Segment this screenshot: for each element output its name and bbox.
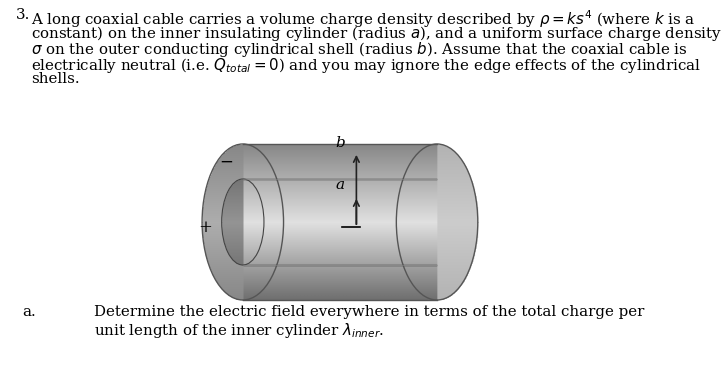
Text: b: b: [335, 136, 344, 150]
Text: shells.: shells.: [31, 72, 80, 86]
Text: unit length of the inner cylinder $\lambda_{inner}$.: unit length of the inner cylinder $\lamb…: [94, 321, 384, 340]
Text: a.: a.: [22, 305, 36, 319]
Text: −: −: [219, 154, 233, 171]
Text: electrically neutral (i.e. $Q_{total} = 0$) and you may ignore the edge effects : electrically neutral (i.e. $Q_{total} = …: [31, 56, 701, 75]
Text: $\sigma$ on the outer conducting cylindrical shell (radius $b$). Assume that the: $\sigma$ on the outer conducting cylindr…: [31, 40, 688, 59]
Text: constant) on the inner insulating cylinder (radius $a$), and a uniform surface c: constant) on the inner insulating cylind…: [31, 24, 722, 43]
Text: +: +: [198, 218, 212, 236]
Text: a: a: [336, 178, 344, 192]
Text: Determine the electric field everywhere in terms of the total charge per: Determine the electric field everywhere …: [94, 305, 644, 319]
Text: 3.: 3.: [16, 8, 30, 22]
Text: A long coaxial cable carries a volume charge density described by $\rho = ks^4$ : A long coaxial cable carries a volume ch…: [31, 8, 696, 30]
